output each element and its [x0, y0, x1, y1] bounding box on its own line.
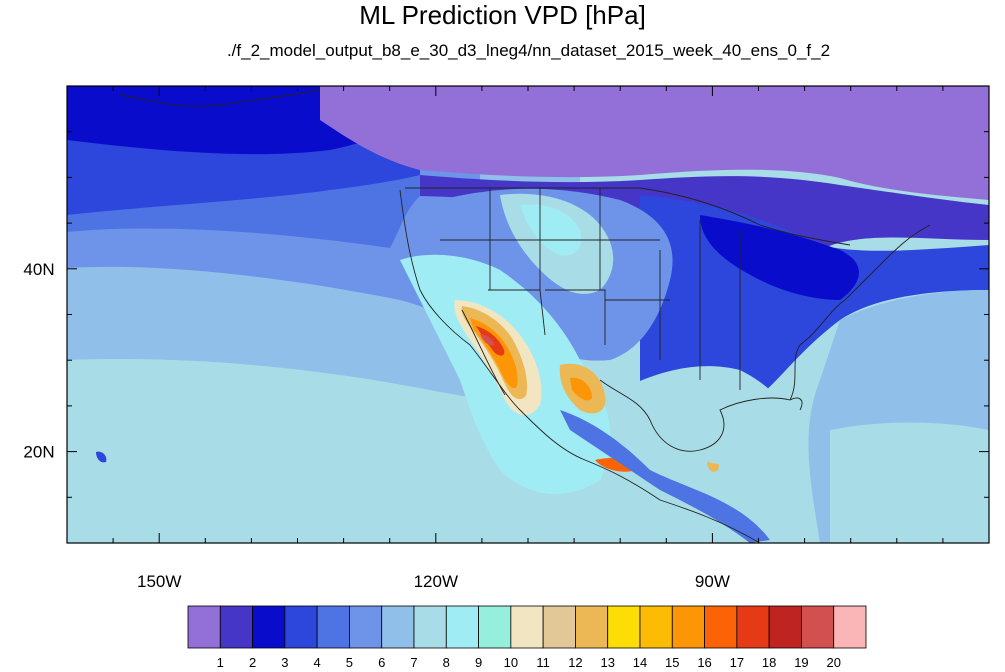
vpd-map [67, 86, 989, 543]
colorbar-label: 14 [633, 655, 647, 670]
colorbar-label: 12 [568, 655, 582, 670]
colorbar-swatch [478, 605, 512, 649]
colorbar-swatch [510, 605, 544, 649]
colorbar-label: 6 [378, 655, 385, 670]
chart-subtitle: ./f_2_model_output_b8_e_30_d3_lneg4/nn_d… [226, 41, 831, 60]
colorbar-label: 4 [314, 655, 321, 670]
colorbar-swatch [187, 605, 221, 649]
coastlines [119, 89, 931, 543]
colorbar-label: 3 [281, 655, 288, 670]
vpd-gulf [620, 366, 793, 466]
colorbar-swatch [445, 605, 479, 649]
colorbar-swatch [316, 605, 350, 649]
y-tick-label: 40N [23, 260, 54, 279]
x-tick-label: 120W [414, 572, 458, 591]
chart-title: ML Prediction VPD [hPa] [359, 0, 646, 30]
colorbar-swatch [542, 605, 576, 649]
colorbar-label: 17 [730, 655, 744, 670]
colorbar-swatch [704, 605, 738, 649]
colorbar-label: 7 [410, 655, 417, 670]
colorbar-swatch [575, 605, 609, 649]
colorbar-labels: 1 2 3 4 5 6 7 8 9 10 11 12 13 14 15 16 17 18 19 20 [217, 655, 841, 670]
colorbar-label: 5 [346, 655, 353, 670]
colorbar-swatch [349, 605, 383, 649]
colorbar-label: 1 [217, 655, 224, 670]
colorbar-swatch [639, 605, 673, 649]
vpd-canada [320, 86, 989, 200]
colorbar-swatch [413, 605, 447, 649]
colorbar [187, 605, 867, 649]
colorbar-swatch [671, 605, 705, 649]
colorbar-label: 16 [697, 655, 711, 670]
y-tick-label: 20N [23, 443, 54, 462]
colorbar-swatch [833, 605, 867, 649]
colorbar-label: 18 [762, 655, 776, 670]
vpd-southwest-20 [480, 334, 494, 346]
colorbar-label: 19 [794, 655, 808, 670]
colorbar-swatch [284, 605, 318, 649]
vpd-coast-band [560, 410, 770, 543]
colorbar-label: 15 [665, 655, 679, 670]
axis-ticks [67, 86, 989, 543]
colorbar-label: 2 [249, 655, 256, 670]
colorbar-swatch [768, 605, 802, 649]
vpd-hawaii [96, 451, 107, 463]
colorbar-label: 10 [504, 655, 518, 670]
colorbar-swatch [381, 605, 415, 649]
colorbar-label: 11 [536, 655, 550, 670]
x-tick-label: 90W [695, 572, 730, 591]
colorbar-label: 13 [600, 655, 614, 670]
x-tick-label: 150W [137, 572, 181, 591]
axis-labels: 150W 120W 90W 20N 40N [23, 260, 729, 591]
colorbar-label: 20 [826, 655, 840, 670]
colorbar-swatch [219, 605, 253, 649]
vpd-atlantic-south [830, 422, 989, 543]
vpd-plains-dryer [520, 204, 582, 256]
colorbar-label: 8 [443, 655, 450, 670]
colorbar-swatch [607, 605, 641, 649]
colorbar-swatch [736, 605, 770, 649]
colorbar-swatch [252, 605, 286, 649]
vpd-mexico-16 [570, 377, 592, 401]
colorbar-swatch [801, 605, 835, 649]
colorbar-label: 9 [475, 655, 482, 670]
